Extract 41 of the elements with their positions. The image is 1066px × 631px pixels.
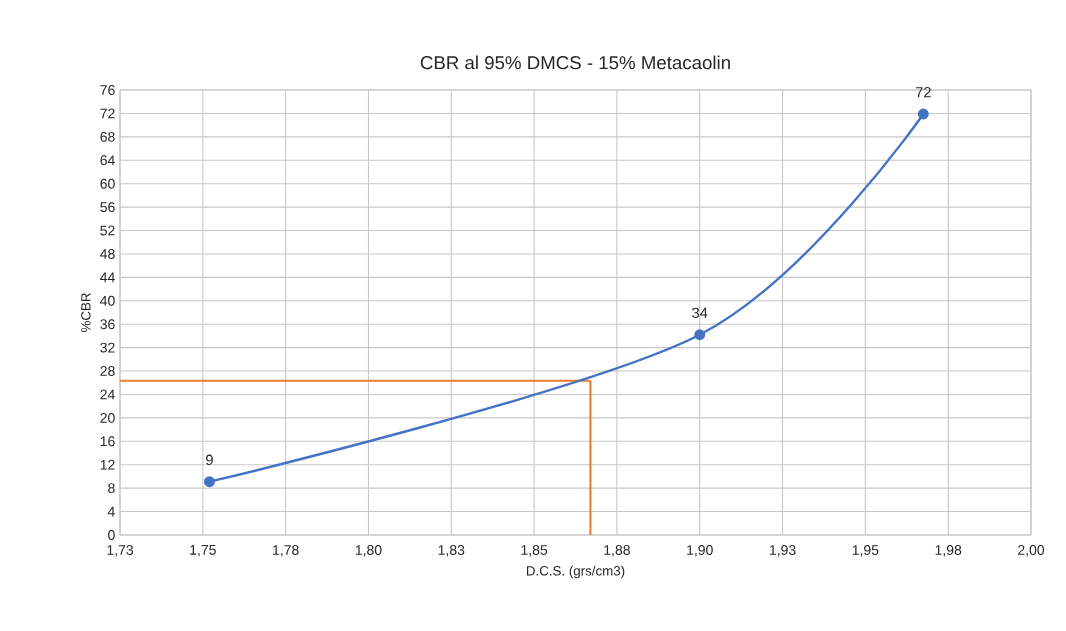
x-tick-label: 1,75 [190,545,216,557]
x-tick-label: 1,93 [770,545,796,557]
data-label: 9 [206,454,213,465]
data-label: 72 [915,87,931,98]
data-label: 34 [692,307,708,319]
y-tick-label: 16 [100,436,115,447]
chart-title: CBR al 95% DMCS - 15% Metacaolin [420,55,730,70]
y-axis-title: %CBR [81,293,91,333]
y-tick-label: 68 [100,131,115,142]
y-tick-label: 76 [100,85,115,95]
x-tick-label: 1,83 [438,545,465,557]
y-tick-label: 32 [100,342,115,353]
y-tick-label: 12 [100,459,115,470]
x-tick-label: 1,78 [273,545,299,557]
x-tick-label: 1,90 [687,545,713,557]
y-tick-label: 52 [100,225,115,236]
x-tick-label: 1,80 [355,545,382,557]
y-tick-label: 28 [100,366,115,377]
y-tick-label: 64 [100,155,115,166]
point [203,476,215,488]
y-tick-label: 24 [100,389,115,400]
x-tick-label: 2,00 [1018,545,1045,557]
y-tick-label: 4 [107,506,115,517]
y-tick-label: 36 [100,319,115,330]
y-tick-label: 72 [100,108,115,119]
y-tick-label: 8 [108,483,115,494]
y-tick-label: 0 [108,530,115,540]
x-tick-label: 1,95 [852,545,879,557]
x-tick-label: 1,85 [521,545,548,557]
x-tick-label: 1,88 [604,545,630,557]
point [694,329,706,341]
y-tick-label: 40 [100,295,115,306]
point [917,108,929,120]
y-tick-label: 44 [100,272,115,283]
y-tick-label: 56 [100,202,115,213]
y-tick-label: 60 [100,178,115,189]
y-tick-label: 20 [100,412,115,423]
x-tick-label: 1,98 [935,545,962,557]
x-axis-title: D.C.S. (grs/cm3) [526,565,625,579]
y-tick-label: 48 [100,249,115,259]
x-tick-label: 1,73 [107,545,134,557]
